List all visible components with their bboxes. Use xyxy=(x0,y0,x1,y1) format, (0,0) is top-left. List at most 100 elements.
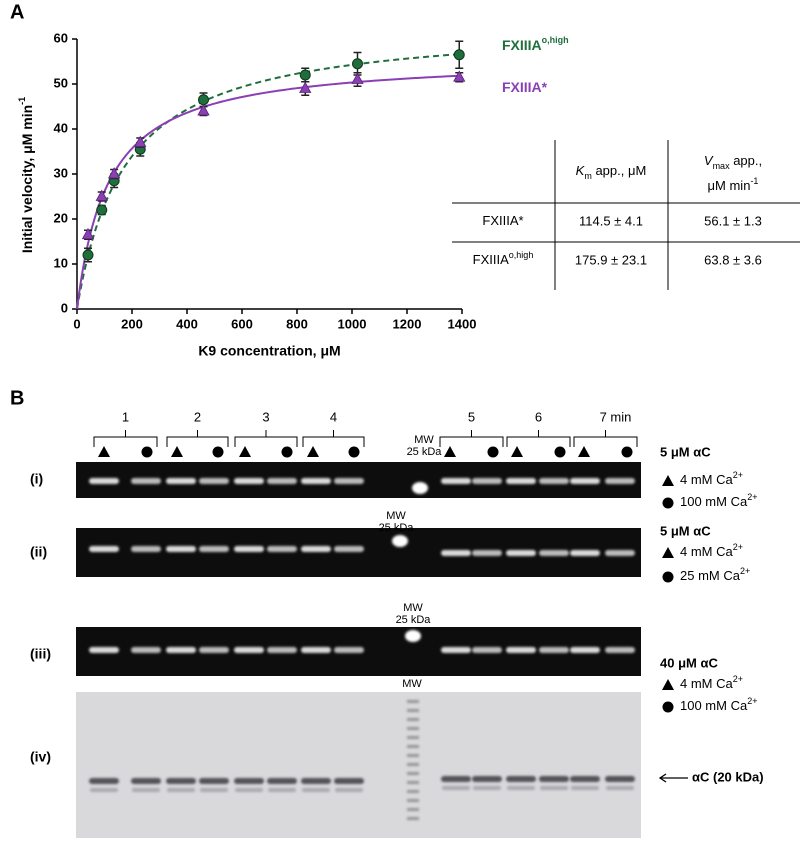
gel-band xyxy=(234,647,264,653)
legend-condition: 4 mM Ca2+ xyxy=(680,542,743,559)
mw-spot xyxy=(405,630,421,642)
gel-band xyxy=(605,478,635,484)
mw-size-label: 25 kDa xyxy=(396,614,432,626)
gel-band xyxy=(199,778,229,784)
legend-label-part: FXIIIA xyxy=(502,37,542,53)
y-axis-label: Initial velocity, μM min-1 xyxy=(17,97,34,253)
gel-band-faint xyxy=(200,788,228,792)
data-point xyxy=(134,135,147,147)
table-cell: 114.5 ± 4.1 xyxy=(579,213,643,228)
data-point xyxy=(299,81,312,93)
table-row-label: FXIIIAo,high xyxy=(473,250,534,267)
mw-ladder-band xyxy=(407,781,419,784)
gel-band xyxy=(570,478,600,484)
gel-band xyxy=(131,478,161,484)
data-point xyxy=(81,227,95,240)
bracket xyxy=(573,430,638,447)
fit-curve xyxy=(76,74,460,310)
mw-label: MW xyxy=(414,434,434,446)
table-header-part: max xyxy=(713,161,731,171)
gel-band xyxy=(267,647,297,653)
data-point xyxy=(198,94,209,106)
gel-band xyxy=(441,478,471,484)
mw-label: MW xyxy=(402,678,422,690)
mw-ladder-band xyxy=(407,727,419,730)
gel-band xyxy=(234,778,264,784)
legend-condition: 4 mM Ca2+ xyxy=(680,674,743,691)
timepoint-label: 6 xyxy=(535,409,542,424)
gel-band xyxy=(472,776,502,782)
timepoint-label: 7 min xyxy=(600,409,632,424)
gel-band xyxy=(539,478,569,484)
data-point xyxy=(299,69,311,81)
timepoint-label: 3 xyxy=(262,409,269,424)
mw-spot xyxy=(392,535,408,547)
table-header: Km app., μM xyxy=(576,163,647,181)
timepoint-label: 5 xyxy=(468,409,475,424)
legend-condition-part: 4 mM Ca xyxy=(680,676,734,691)
mw-size-label: 25 kDa xyxy=(407,446,443,458)
mw-ladder-band xyxy=(407,763,419,766)
gel-band xyxy=(334,478,364,484)
mw-ladder-band xyxy=(407,817,419,820)
mw-ladder-band xyxy=(407,772,419,775)
gel-band xyxy=(570,776,600,782)
y-tick-label: 50 xyxy=(54,75,68,90)
circle-symbol xyxy=(662,571,674,583)
gel-band xyxy=(334,647,364,653)
gel-band xyxy=(539,776,569,782)
gel-band-faint xyxy=(335,788,363,792)
gel-band xyxy=(267,778,297,784)
gel-row-label: (iii) xyxy=(30,646,51,662)
mw-label: MW xyxy=(386,510,406,522)
mw-label: MW xyxy=(403,602,423,614)
data-point xyxy=(96,204,108,216)
gel-band xyxy=(441,776,471,782)
y-tick-label: 60 xyxy=(54,30,68,45)
triangle-symbol xyxy=(578,446,590,457)
table-row-label-part: o,high xyxy=(509,250,534,260)
table-header-part: V xyxy=(704,153,714,168)
triangle-symbol xyxy=(511,446,523,457)
gel-band xyxy=(199,478,229,484)
gel-band xyxy=(441,550,471,556)
gel-image xyxy=(76,692,641,838)
table-cell: 63.8 ± 3.6 xyxy=(704,252,762,267)
y-tick-label: 0 xyxy=(61,300,68,315)
gel-band xyxy=(605,550,635,556)
timepoint-label: 1 xyxy=(122,409,129,424)
gel-band xyxy=(506,478,536,484)
legend-label: FXIIIA* xyxy=(502,79,548,95)
panel-label: B xyxy=(10,387,24,409)
legend-condition: 100 mM Ca2+ xyxy=(680,492,757,509)
gel-band-faint xyxy=(507,786,535,790)
table-row-label-part: FXIIIA xyxy=(473,252,509,267)
data-point xyxy=(95,189,108,201)
gel-band xyxy=(605,647,635,653)
table-header-part: app., xyxy=(730,153,763,168)
circle-symbol xyxy=(662,497,674,509)
bracket xyxy=(166,430,229,447)
gel-band xyxy=(166,647,196,653)
triangle-symbol xyxy=(662,679,674,690)
gel-band xyxy=(570,647,600,653)
x-tick-label: 1000 xyxy=(338,316,367,331)
bracket xyxy=(439,430,504,447)
gel-band xyxy=(441,647,471,653)
gel-band xyxy=(89,778,119,784)
x-tick-label: 0 xyxy=(73,316,80,331)
legend-label: FXIIIAo,high xyxy=(502,35,569,52)
legend-condition-part: 2+ xyxy=(747,492,757,502)
circle-symbol xyxy=(554,446,566,458)
legend-condition-part: 2+ xyxy=(733,470,743,480)
mw-ladder-band xyxy=(407,700,419,703)
x-tick-label: 1200 xyxy=(393,316,422,331)
triangle-symbol xyxy=(444,446,456,457)
gel-band xyxy=(89,478,119,484)
legend-condition-part: 100 mM Ca xyxy=(680,698,748,713)
legend-condition: 100 mM Ca2+ xyxy=(680,696,757,713)
gel-row-label: (i) xyxy=(30,471,43,487)
gel-band xyxy=(506,647,536,653)
mw-ladder-band xyxy=(407,709,419,712)
